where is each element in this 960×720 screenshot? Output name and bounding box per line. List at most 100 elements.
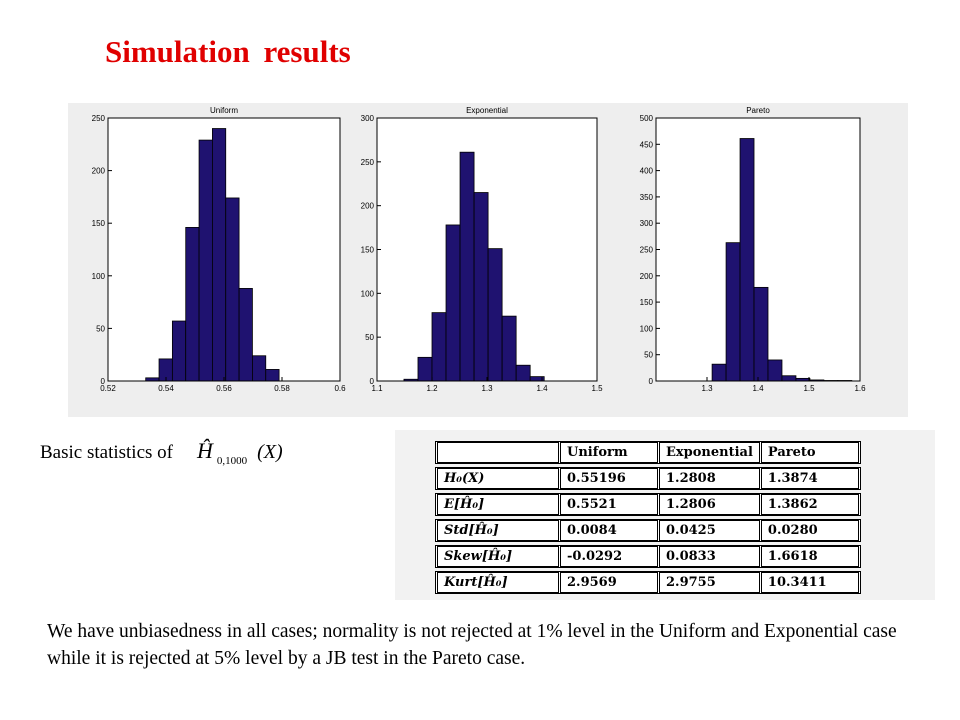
stats-text: Basic statistics of — [40, 442, 173, 463]
stats-table: Uniform Exponential Pareto H₀(X) 0.55196 1.28… — [435, 438, 861, 597]
y-tick-label: 150 — [92, 219, 106, 228]
bar — [238, 288, 253, 382]
chart-title: Exponential — [466, 106, 508, 115]
bar — [767, 359, 783, 382]
bar — [252, 355, 267, 382]
x-tick-label: 0.58 — [274, 384, 290, 393]
table-row: Std[Ĥ₀] 0.0084 0.0425 0.0280 — [435, 519, 861, 542]
y-tick-label: 200 — [92, 167, 106, 176]
y-tick-label: 500 — [640, 114, 654, 123]
header-row: Uniform Exponential Pareto — [435, 441, 861, 464]
charts: Uniform 0 50 100 150 200 250 0.52 0.54 0.56 0.58 0.… — [68, 103, 908, 417]
row-label: Skew[Ĥ₀] — [435, 545, 558, 568]
row-label: Kurt[Ĥ₀] — [435, 571, 558, 594]
cell: 2.9569 — [558, 571, 657, 594]
y-tick-label: 450 — [640, 140, 654, 149]
cell: 1.2806 — [657, 493, 759, 516]
estimator-subscript: 0,1000 — [216, 455, 248, 467]
table-row: H₀(X) 0.55196 1.2808 1.3874 — [435, 467, 861, 490]
paragraph: We have unbiasedness in all cases; norma… — [47, 621, 897, 669]
bar — [515, 364, 531, 382]
x-tick-label: 1.3 — [701, 384, 713, 393]
table-row: E[Ĥ₀] 0.5521 1.2806 1.3862 — [435, 493, 861, 516]
cell: 0.0425 — [657, 519, 759, 542]
table-panel: Uniform Exponential Pareto H₀(X) 0.55196 1.28… — [395, 430, 935, 600]
slide-title: Simulation results — [105, 34, 351, 69]
cell: 1.3862 — [758, 493, 861, 516]
y-tick-label: 250 — [361, 158, 375, 167]
bar — [211, 128, 227, 382]
y-tick-label: 350 — [640, 193, 654, 202]
cell: 0.5521 — [558, 493, 657, 516]
bar — [725, 242, 741, 382]
y-tick-label: 0 — [370, 377, 375, 386]
bar — [781, 375, 797, 382]
cell: 2.9755 — [657, 571, 759, 594]
cell: 0.55196 — [558, 467, 657, 490]
y-tick-label: 100 — [361, 289, 375, 298]
chart-title: Uniform — [210, 106, 238, 115]
row-label: E[Ĥ₀] — [435, 493, 558, 516]
x-tick-label: 1.1 — [371, 384, 383, 393]
bar — [487, 248, 503, 382]
bar — [265, 369, 280, 382]
x-tick-label: 0.6 — [334, 384, 346, 393]
bar — [417, 356, 433, 382]
y-tick-label: 50 — [644, 351, 653, 360]
y-tick-label: 0 — [101, 377, 106, 386]
bar — [739, 138, 755, 382]
x-tick-label: 0.54 — [158, 384, 174, 393]
stats-label: Basic statistics of Ĥ 0,1000 (X) — [40, 438, 283, 467]
table-row: Skew[Ĥ₀] -0.0292 0.0833 1.6618 — [435, 545, 861, 568]
bar — [473, 192, 489, 382]
y-tick-label: 250 — [92, 114, 106, 123]
chart-title: Pareto — [746, 106, 770, 115]
cell: 1.3874 — [758, 467, 861, 490]
bar — [501, 315, 517, 382]
y-tick-label: 150 — [361, 246, 375, 255]
axes-box — [655, 117, 861, 382]
table-row: Kurt[Ĥ₀] 2.9569 2.9755 10.3411 — [435, 571, 861, 594]
axes-box — [107, 117, 341, 382]
x-tick-label: 1.5 — [803, 384, 815, 393]
y-tick-label: 200 — [640, 272, 654, 281]
row-label: H₀(X) — [435, 467, 558, 490]
y-tick-label: 0 — [649, 377, 654, 386]
bar — [185, 227, 200, 382]
column-header: Pareto — [758, 441, 861, 464]
column-header: Uniform — [558, 441, 657, 464]
cell: 10.3411 — [758, 571, 861, 594]
bar — [225, 197, 240, 382]
x-tick-label: 1.3 — [481, 384, 493, 393]
cell: 0.0833 — [657, 545, 759, 568]
column-header: Exponential — [657, 441, 759, 464]
bar — [753, 286, 769, 382]
bar — [459, 151, 475, 382]
y-tick-label: 300 — [640, 219, 654, 228]
y-tick-label: 200 — [361, 202, 375, 211]
cell: 1.6618 — [758, 545, 861, 568]
y-tick-label: 400 — [640, 167, 654, 176]
cell: -0.0292 — [558, 545, 657, 568]
x-tick-label: 1.6 — [854, 384, 866, 393]
x-tick-label: 1.5 — [591, 384, 603, 393]
cell: 1.2808 — [657, 467, 759, 490]
y-tick-label: 100 — [640, 324, 654, 333]
x-tick-label: 1.4 — [536, 384, 548, 393]
axes-box — [376, 117, 598, 382]
bar — [431, 312, 447, 382]
y-tick-label: 100 — [92, 272, 106, 281]
estimator-symbol: Ĥ — [196, 438, 213, 463]
x-tick-label: 1.2 — [426, 384, 438, 393]
cell: 0.0280 — [758, 519, 861, 542]
x-tick-label: 0.56 — [216, 384, 232, 393]
bar — [198, 139, 213, 382]
cell: 0.0084 — [558, 519, 657, 542]
x-tick-label: 1.4 — [752, 384, 764, 393]
y-tick-label: 300 — [361, 114, 375, 123]
y-tick-label: 50 — [96, 324, 105, 333]
estimator-argument: (X) — [257, 441, 283, 463]
corner-cell — [435, 441, 558, 464]
y-tick-label: 150 — [640, 298, 654, 307]
